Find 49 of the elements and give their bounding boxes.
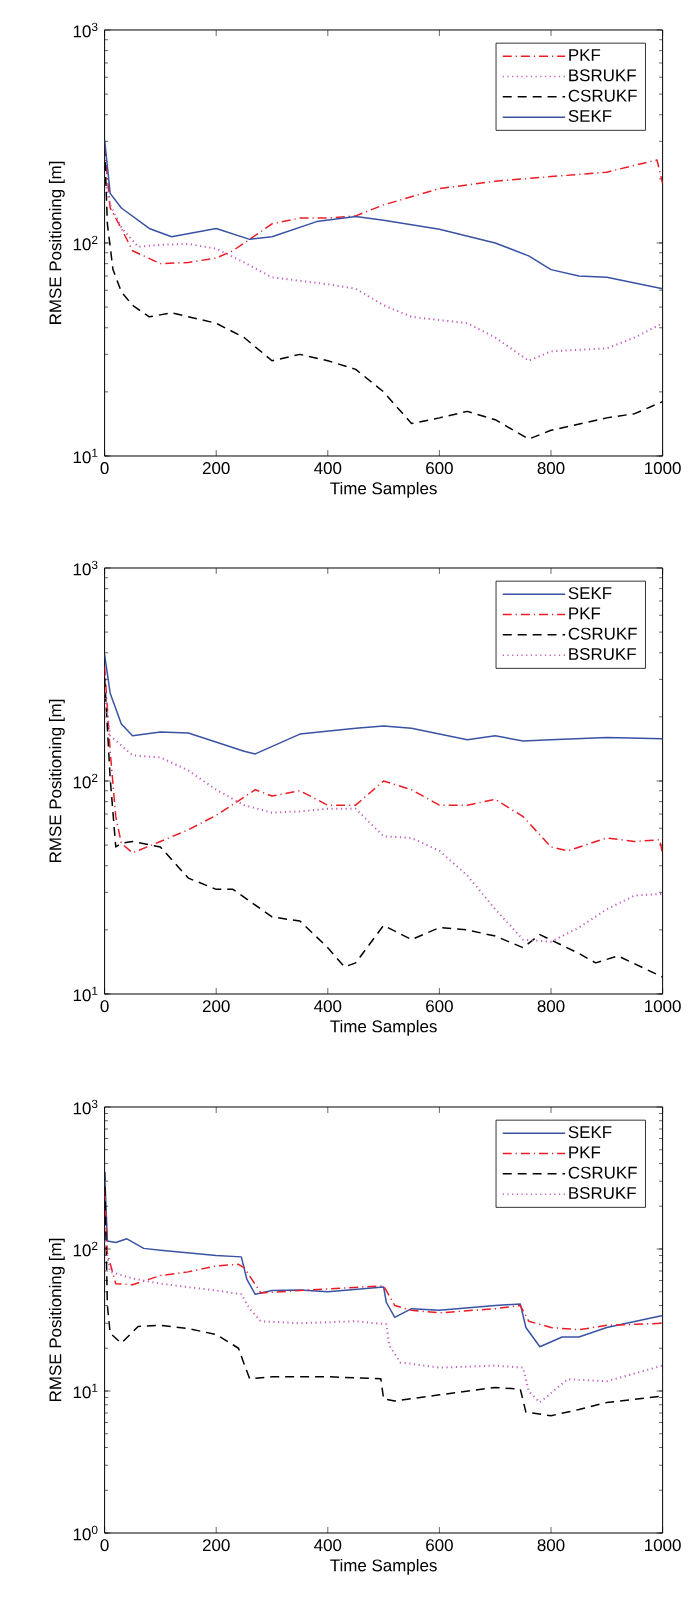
x-tick-label: 200	[202, 462, 230, 475]
y-tick-label: 10$^{1}$	[73, 986, 98, 1002]
line-series	[104, 692, 663, 943]
x-axis-title: Time Samples	[330, 1019, 437, 1036]
legend-label: PKF	[569, 49, 601, 61]
y-tick-label: 10$^{0}$	[73, 1525, 98, 1541]
x-tick-label: 600	[426, 1000, 453, 1013]
legend-label: CSRUKF	[568, 627, 637, 640]
y-tick-label: 10$^{3}$	[73, 560, 98, 576]
legend-label: BSRUKF	[569, 648, 636, 660]
x-tick-label: 0	[100, 1000, 109, 1013]
y-tick-label: 10$^{1}$	[73, 1383, 98, 1399]
x-tick-label: 400	[314, 462, 342, 475]
legend-label: SEKF	[568, 587, 612, 600]
line-series	[104, 1239, 663, 1404]
x-axis-title: Time Samples	[330, 481, 437, 498]
y-tick-label: 10$^{1}$	[73, 448, 98, 464]
y-tick-label: 10$^{2}$	[73, 235, 98, 251]
legend-label: SEKF	[568, 1126, 612, 1139]
x-tick-label: 0	[100, 462, 109, 475]
x-tick-label: 200	[202, 1000, 230, 1013]
legend-label: BSRUKF	[569, 1187, 636, 1199]
legend-label: PKF	[569, 607, 601, 620]
legend-label: CSRUKF	[568, 89, 637, 102]
x-tick-label: 200	[202, 1539, 230, 1552]
x-tick-label: 0	[100, 1539, 109, 1552]
legend-label: BSRUKF	[569, 69, 636, 82]
y-axis-title: RMSE Positioning [m]	[48, 161, 65, 324]
y-tick-label: 10$^{2}$	[73, 1241, 98, 1257]
x-tick-label: 800	[537, 1000, 565, 1013]
legend-label: CSRUKF	[568, 1166, 637, 1179]
x-tick-label: 600	[426, 1539, 453, 1552]
y-tick-label: 10$^{2}$	[73, 773, 98, 789]
x-tick-label: 1000	[645, 462, 681, 475]
y-tick-label: 10$^{3}$	[73, 22, 98, 38]
x-axis-title: Time Samples	[330, 1558, 437, 1575]
legend-label: PKF	[569, 1146, 601, 1159]
legend-label: SEKF	[568, 109, 612, 122]
line-series	[104, 138, 663, 290]
x-tick-label: 800	[537, 462, 565, 475]
y-axis-title: RMSE Positioning [m]	[48, 699, 65, 862]
x-tick-label: 1000	[645, 1539, 681, 1552]
x-tick-label: 400	[314, 1000, 342, 1013]
x-tick-label: 600	[426, 462, 453, 475]
x-tick-label: 400	[314, 1539, 342, 1552]
x-tick-label: 800	[537, 1539, 565, 1552]
y-axis-title: RMSE Positioning [m]	[48, 1238, 65, 1401]
x-tick-label: 1000	[645, 1000, 681, 1013]
y-tick-label: 10$^{3}$	[73, 1099, 98, 1115]
